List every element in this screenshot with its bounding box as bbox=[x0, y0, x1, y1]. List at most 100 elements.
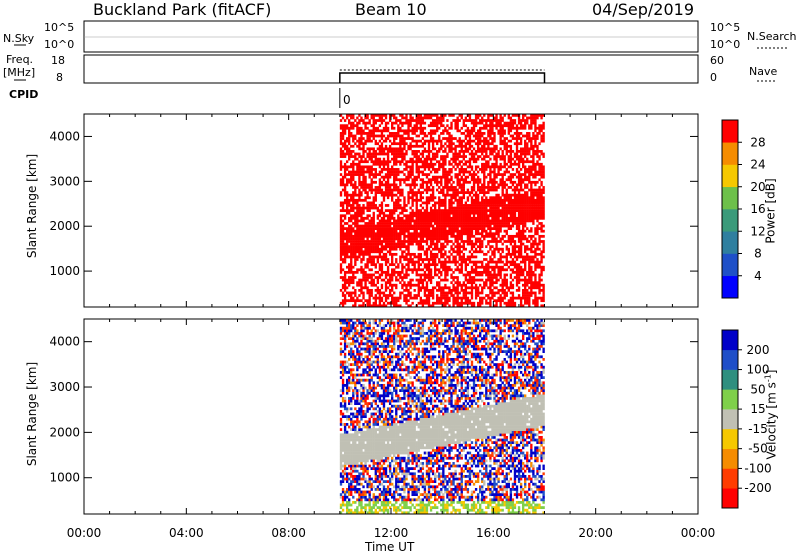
heatmap-cell bbox=[401, 255, 404, 259]
heatmap-cell bbox=[472, 245, 476, 249]
heatmap-cell bbox=[339, 191, 343, 194]
heatmap-cell bbox=[503, 142, 506, 146]
heatmap-cell bbox=[538, 278, 541, 282]
heatmap-cell bbox=[440, 116, 443, 120]
heatmap-cell bbox=[397, 186, 400, 189]
heatmap-cell bbox=[517, 224, 521, 228]
heatmap-cell bbox=[511, 209, 515, 212]
heatmap-cell bbox=[411, 270, 414, 274]
heatmap-cell bbox=[364, 250, 367, 254]
heatmap-cell bbox=[534, 152, 537, 156]
heatmap-cell bbox=[452, 157, 455, 161]
heatmap-cell bbox=[526, 255, 529, 259]
heatmap-cell bbox=[364, 150, 367, 153]
heatmap-cell bbox=[483, 157, 486, 161]
heatmap-cell bbox=[526, 178, 529, 182]
heatmap-cell bbox=[409, 129, 412, 133]
heatmap-cell bbox=[495, 227, 498, 230]
heatmap-cell bbox=[515, 139, 519, 143]
heatmap-cell bbox=[345, 278, 349, 282]
heatmap-cell bbox=[399, 232, 402, 236]
heatmap-cell bbox=[491, 196, 494, 200]
heatmap-cell bbox=[497, 258, 500, 261]
heatmap-cell bbox=[391, 240, 394, 243]
heatmap-cell bbox=[339, 137, 343, 140]
heatmap-cell bbox=[352, 252, 355, 256]
heatmap-cell bbox=[526, 160, 529, 164]
heatmap-cell bbox=[405, 299, 408, 303]
heatmap-cell bbox=[343, 286, 347, 290]
heatmap-cell bbox=[358, 168, 361, 171]
heatmap-cell bbox=[339, 237, 343, 241]
heatmap-cell bbox=[448, 258, 451, 261]
heatmap-cell bbox=[378, 211, 382, 215]
heatmap-cell bbox=[462, 240, 465, 243]
heatmap-cell bbox=[513, 155, 517, 158]
heatmap-cell bbox=[362, 216, 365, 220]
heatmap-cell bbox=[521, 258, 525, 261]
heatmap-cell bbox=[458, 206, 461, 210]
heatmap-cell bbox=[485, 294, 488, 297]
heatmap-cell bbox=[524, 119, 527, 122]
heatmap-cell bbox=[528, 116, 531, 120]
heatmap-cell bbox=[470, 196, 474, 200]
heatmap-cell bbox=[489, 273, 492, 277]
heatmap-cell bbox=[442, 255, 445, 259]
heatmap-cell bbox=[460, 142, 463, 146]
heatmap-cell bbox=[450, 196, 453, 200]
heatmap-cell bbox=[399, 255, 402, 259]
heatmap-cell bbox=[417, 232, 420, 236]
heatmap-cell bbox=[440, 237, 443, 241]
heatmap-cell bbox=[532, 234, 535, 238]
heatmap-cell bbox=[393, 126, 396, 130]
heatmap-cell bbox=[425, 134, 429, 138]
heatmap-cell bbox=[350, 294, 353, 297]
heatmap-cell bbox=[438, 162, 441, 166]
heatmap-cell bbox=[356, 211, 359, 215]
heatmap-cell bbox=[517, 214, 521, 218]
heatmap-cell bbox=[452, 301, 455, 305]
heatmap-cell bbox=[481, 301, 484, 305]
heatmap-cell bbox=[517, 116, 521, 120]
heatmap-cell bbox=[352, 304, 355, 308]
heatmap-cell bbox=[458, 263, 461, 267]
heatmap-cell bbox=[393, 186, 396, 189]
heatmap-cell bbox=[372, 204, 375, 207]
heatmap-cell bbox=[509, 209, 513, 212]
heatmap-cell bbox=[530, 270, 533, 274]
heatmap-cell bbox=[509, 281, 513, 285]
heatmap-cell bbox=[489, 296, 492, 300]
heatmap-cell bbox=[419, 119, 422, 122]
heatmap-cell bbox=[376, 240, 380, 243]
heatmap-cell bbox=[350, 296, 353, 300]
heatmap-cell bbox=[517, 250, 521, 254]
heatmap-cell bbox=[472, 286, 476, 290]
heatmap-cell bbox=[460, 237, 463, 241]
heatmap-cell bbox=[521, 204, 525, 207]
heatmap-cell bbox=[356, 139, 359, 143]
heatmap-cell bbox=[399, 260, 402, 264]
heatmap-cell bbox=[481, 186, 484, 189]
heatmap-cell bbox=[339, 227, 343, 230]
heatmap-cell bbox=[370, 180, 373, 184]
heatmap-cell bbox=[521, 268, 525, 272]
heatmap-cell bbox=[464, 301, 468, 305]
heatmap-cell bbox=[415, 196, 418, 200]
heatmap-cell bbox=[538, 291, 541, 295]
heatmap-cell bbox=[364, 276, 367, 279]
heatmap-cell bbox=[370, 268, 373, 272]
heatmap-cell bbox=[438, 160, 441, 164]
heatmap-cell bbox=[532, 219, 535, 223]
heatmap-cell bbox=[399, 114, 402, 117]
heatmap-cell bbox=[403, 255, 406, 259]
heatmap-cell bbox=[489, 157, 492, 161]
heatmap-cell bbox=[481, 273, 484, 277]
heatmap-cell bbox=[405, 288, 408, 292]
heatmap-cell bbox=[350, 126, 353, 130]
heatmap-cell bbox=[517, 278, 521, 282]
heatmap-cell bbox=[442, 304, 445, 308]
heatmap-cell bbox=[382, 139, 386, 143]
heatmap-cell bbox=[395, 119, 398, 122]
heatmap-cell bbox=[474, 201, 478, 205]
heatmap-cell bbox=[427, 301, 431, 305]
